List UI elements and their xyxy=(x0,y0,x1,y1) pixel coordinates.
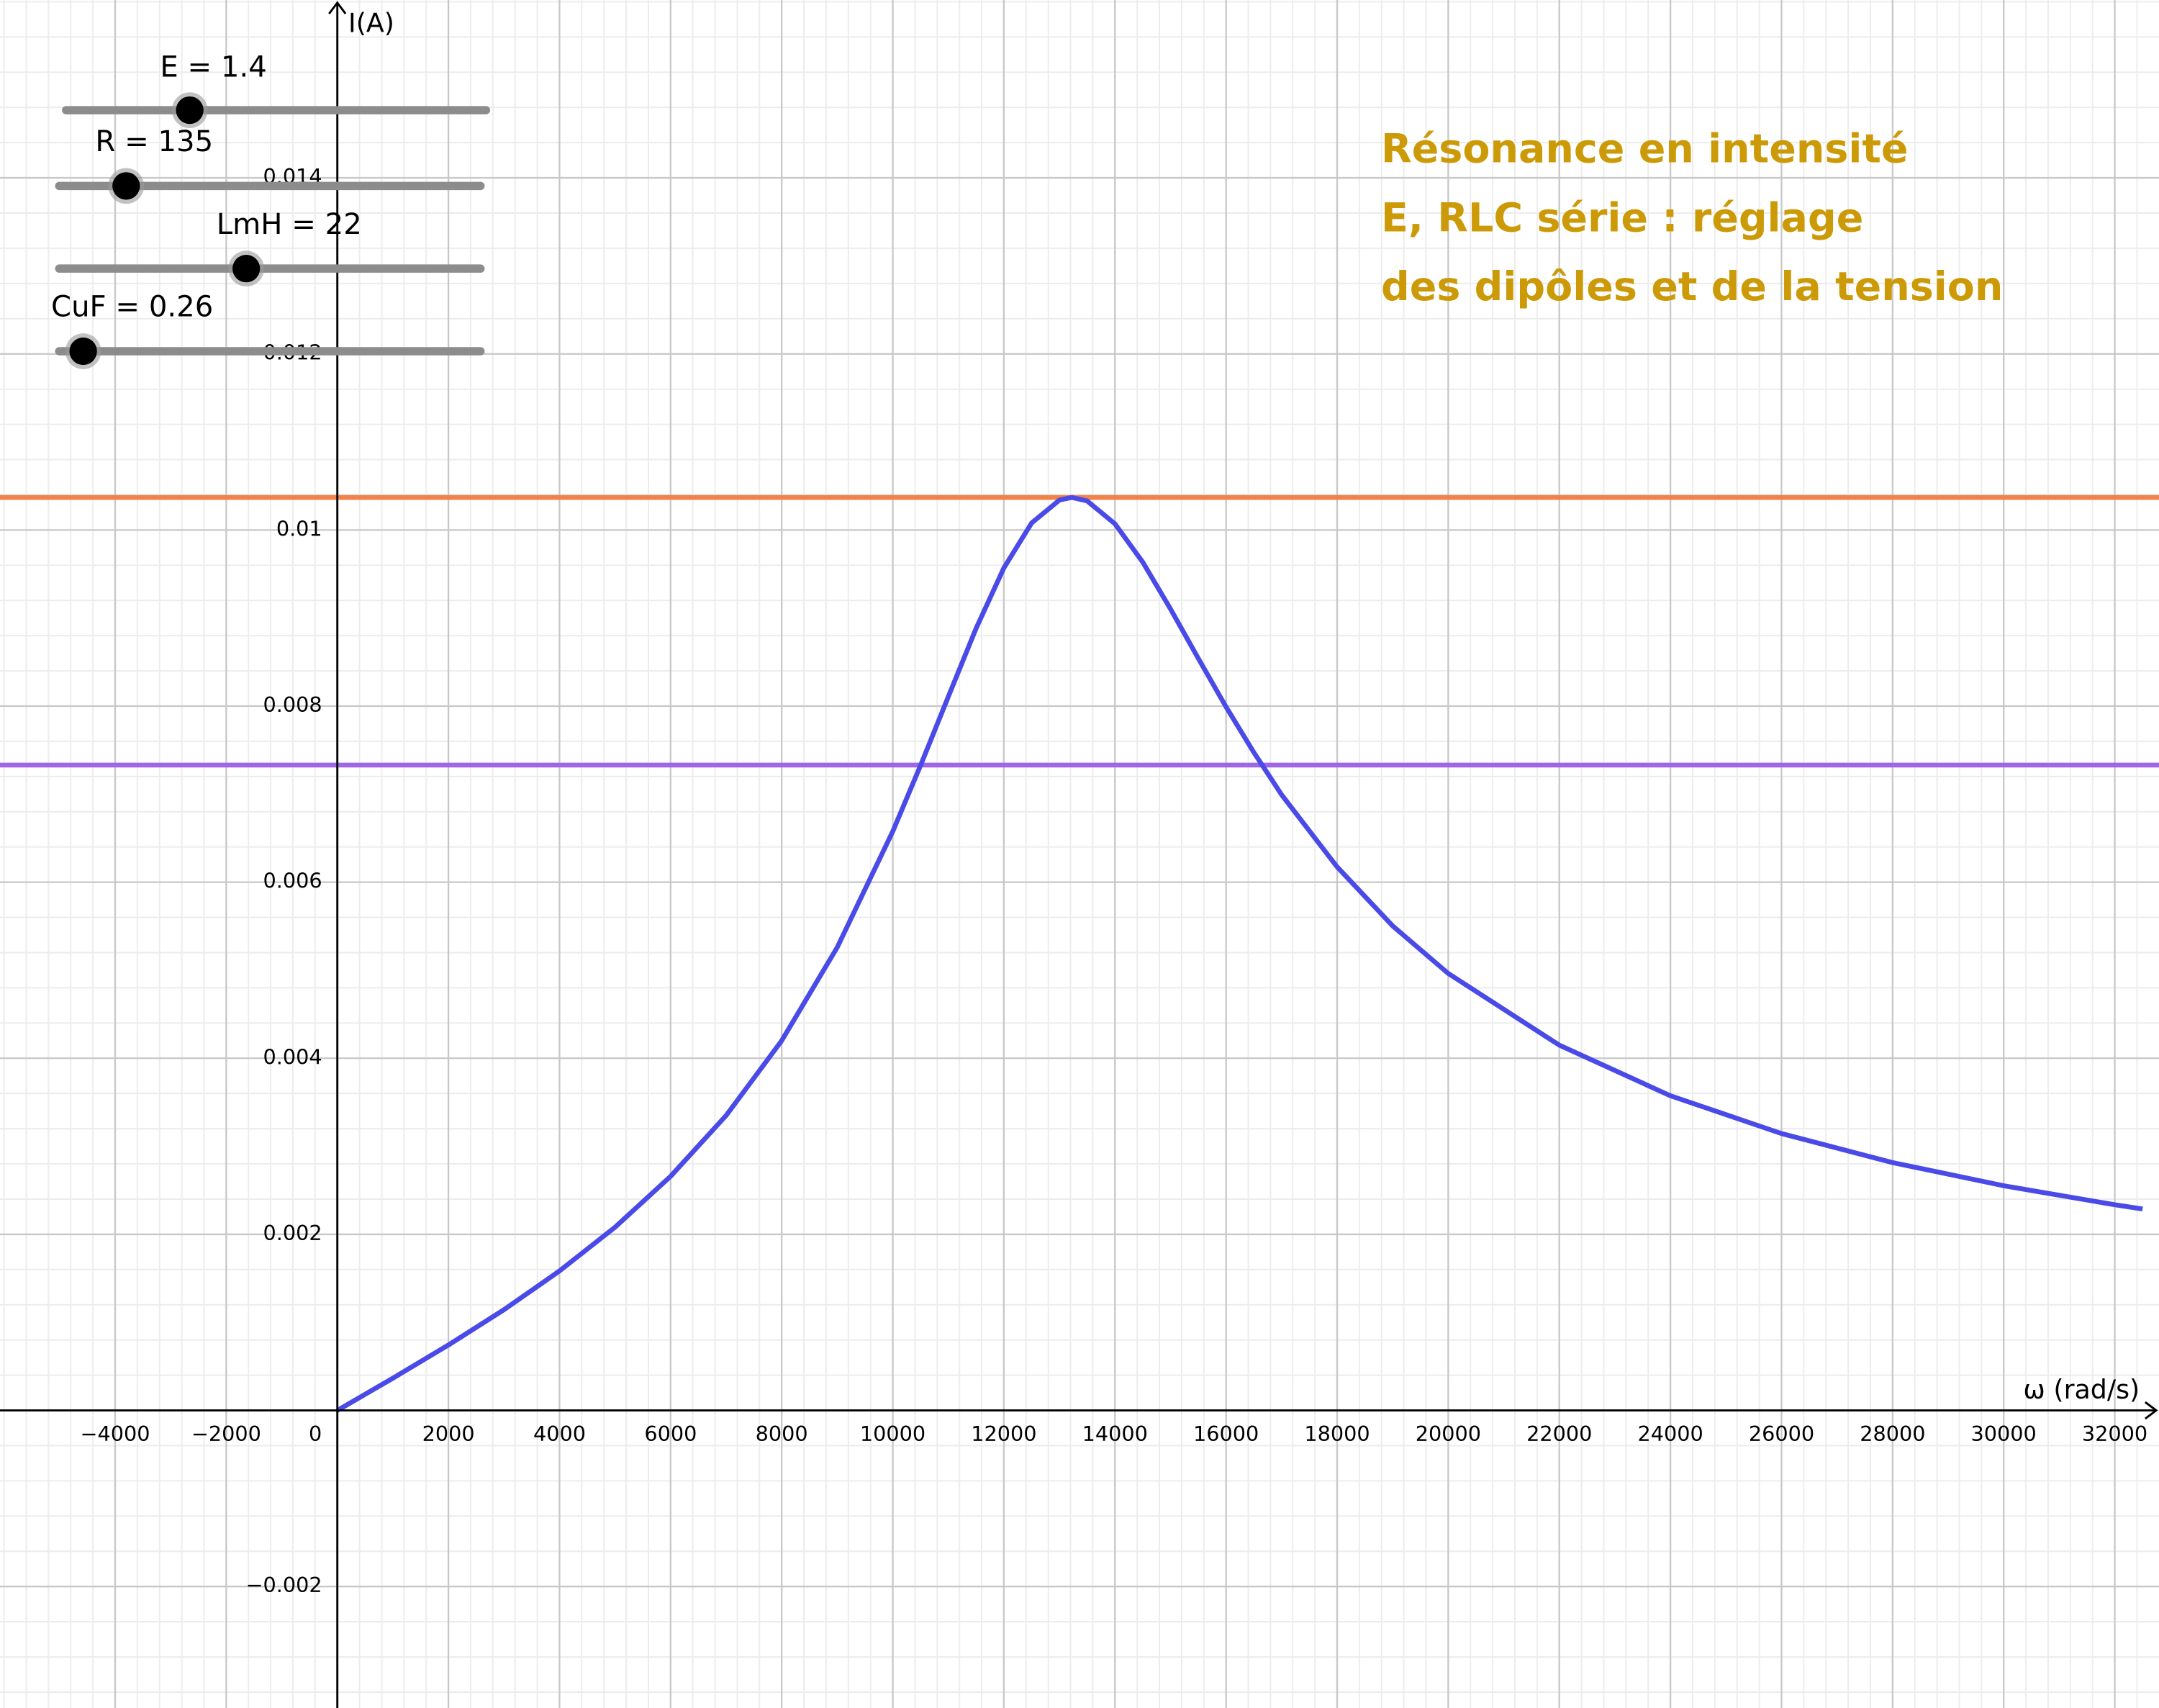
y-axis-arrow xyxy=(328,1,347,14)
x-tick-label: 24000 xyxy=(1637,1422,1703,1446)
annotation: E, RLC série : réglage xyxy=(1381,194,1863,241)
y-tick-label: 0.01 xyxy=(276,516,322,541)
x-tick-label: 4000 xyxy=(533,1422,586,1446)
x-tick-label: 0 xyxy=(309,1422,322,1446)
x-tick-label: 32000 xyxy=(2082,1422,2147,1446)
slider-knob[interactable] xyxy=(232,255,261,283)
x-axis-label: ω (rad/s) xyxy=(2023,1374,2140,1405)
y-tick-label: 0.006 xyxy=(263,869,322,893)
x-tick-label: 6000 xyxy=(644,1422,697,1446)
slider-label: E = 1.4 xyxy=(160,51,266,84)
slider-knob[interactable] xyxy=(69,337,97,366)
slider-label: R = 135 xyxy=(95,125,213,158)
x-tick-label: 8000 xyxy=(756,1422,808,1446)
curve xyxy=(336,494,2143,1413)
x-tick-label: 12000 xyxy=(971,1422,1036,1446)
sliders[interactable]: E = 1.4 R = 135 LmH = 22 CuF = 0.26 xyxy=(51,51,491,369)
y-axis-label: I(A) xyxy=(348,7,394,38)
x-axis-arrow xyxy=(2145,1401,2158,1420)
y-tick-label: 0.008 xyxy=(263,692,322,717)
x-tick-label: 10000 xyxy=(860,1422,925,1446)
y-tick-label: −0.002 xyxy=(246,1573,322,1597)
x-tick-label: 2000 xyxy=(422,1422,475,1446)
x-tick-label: 18000 xyxy=(1304,1422,1370,1446)
x-tick-label: −4000 xyxy=(80,1422,150,1446)
x-tick-label: 14000 xyxy=(1082,1422,1148,1446)
y-tick-label: 0.002 xyxy=(263,1221,322,1245)
x-tick-label: 22000 xyxy=(1526,1422,1592,1446)
x-tick-label: 30000 xyxy=(1971,1422,2037,1446)
x-tick-label: 16000 xyxy=(1193,1422,1259,1446)
y-tick-label: 0.004 xyxy=(263,1044,322,1069)
x-tick-label: 28000 xyxy=(1860,1422,1925,1446)
annotation: Résonance en intensité xyxy=(1381,126,1909,173)
plot-lines xyxy=(0,494,2159,1413)
annotation: des dipôles et de la tension xyxy=(1381,263,2003,310)
x-tick-label: 26000 xyxy=(1749,1422,1814,1446)
slider-label: LmH = 22 xyxy=(217,208,362,241)
x-tick-label: 20000 xyxy=(1416,1422,1481,1446)
slider-label: CuF = 0.26 xyxy=(51,291,213,324)
slider-knob[interactable] xyxy=(176,96,204,125)
x-tick-label: −2000 xyxy=(191,1422,261,1446)
slider-knob[interactable] xyxy=(112,172,140,200)
